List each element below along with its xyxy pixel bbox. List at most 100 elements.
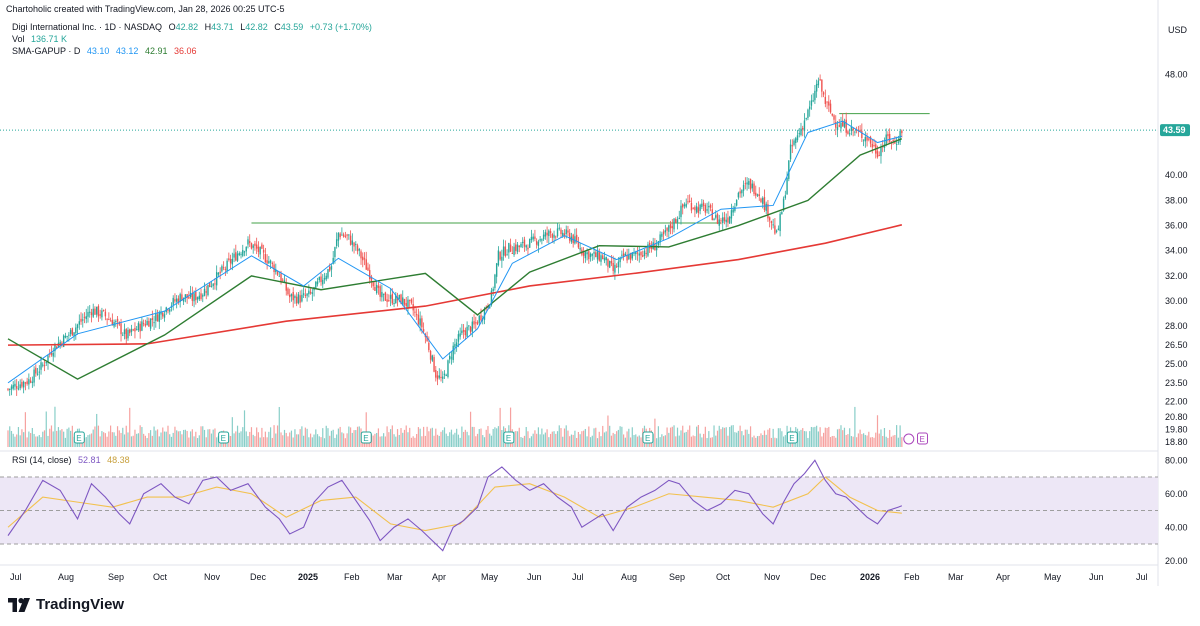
candle-body[interactable] xyxy=(242,250,244,256)
candle-body[interactable] xyxy=(516,244,519,252)
candle-body[interactable] xyxy=(850,126,853,132)
candle-body[interactable] xyxy=(770,221,773,224)
candle-body[interactable] xyxy=(534,236,536,239)
candle-body[interactable] xyxy=(344,235,347,237)
candle-body[interactable] xyxy=(391,293,394,304)
candle-body[interactable] xyxy=(137,323,140,331)
candle-body[interactable] xyxy=(353,242,355,247)
candle-body[interactable] xyxy=(784,195,787,199)
candle-body[interactable] xyxy=(268,261,270,264)
candle-body[interactable] xyxy=(678,217,680,220)
candle-body[interactable] xyxy=(697,207,700,213)
candle-body[interactable] xyxy=(718,219,720,226)
candle-body[interactable] xyxy=(469,326,472,333)
candle-body[interactable] xyxy=(396,297,399,301)
candle-body[interactable] xyxy=(480,315,482,321)
dividend-marker[interactable] xyxy=(903,433,915,445)
candle-body[interactable] xyxy=(584,251,587,259)
candle-body[interactable] xyxy=(49,353,51,355)
candle-body[interactable] xyxy=(577,241,580,248)
candle-body[interactable] xyxy=(772,224,774,226)
candle-body[interactable] xyxy=(233,253,235,258)
candle-body[interactable] xyxy=(483,308,486,320)
candle-body[interactable] xyxy=(744,183,747,185)
candle-body[interactable] xyxy=(259,246,261,255)
candle-body[interactable] xyxy=(789,144,792,160)
candle-body[interactable] xyxy=(205,291,207,293)
candle-body[interactable] xyxy=(699,204,701,211)
candle-body[interactable] xyxy=(360,251,362,259)
candle-body[interactable] xyxy=(287,288,289,295)
candle-body[interactable] xyxy=(520,243,522,248)
candle-body[interactable] xyxy=(713,218,715,221)
candle-body[interactable] xyxy=(415,314,418,316)
candle-body[interactable] xyxy=(760,198,762,202)
candle-body[interactable] xyxy=(690,203,693,211)
candle-body[interactable] xyxy=(398,295,400,299)
candle-body[interactable] xyxy=(848,133,851,135)
candle-body[interactable] xyxy=(529,239,531,248)
candle-body[interactable] xyxy=(888,133,891,142)
candle-body[interactable] xyxy=(381,291,383,298)
candle-body[interactable] xyxy=(551,234,554,238)
candle-body[interactable] xyxy=(285,282,287,291)
candle-body[interactable] xyxy=(278,275,280,277)
candle-body[interactable] xyxy=(565,229,567,234)
candle-body[interactable] xyxy=(739,191,741,194)
candle-body[interactable] xyxy=(655,245,658,251)
candle-body[interactable] xyxy=(812,100,814,102)
candle-body[interactable] xyxy=(388,299,390,301)
candle-body[interactable] xyxy=(455,342,458,347)
candle-body[interactable] xyxy=(169,309,171,312)
candle-body[interactable] xyxy=(758,194,760,197)
candle-body[interactable] xyxy=(257,246,260,252)
candle-body[interactable] xyxy=(608,260,611,268)
candle-body[interactable] xyxy=(87,311,89,317)
candle-body[interactable] xyxy=(304,294,307,296)
candle-body[interactable] xyxy=(179,294,181,303)
candle-body[interactable] xyxy=(727,217,729,223)
candle-body[interactable] xyxy=(828,101,830,106)
candle-body[interactable] xyxy=(749,178,752,190)
candle-body[interactable] xyxy=(447,360,449,377)
candle-body[interactable] xyxy=(659,234,661,243)
candle-body[interactable] xyxy=(215,272,218,286)
candle-body[interactable] xyxy=(716,214,719,224)
candle-body[interactable] xyxy=(807,109,809,118)
candle-body[interactable] xyxy=(715,215,717,218)
candle-body[interactable] xyxy=(38,371,41,373)
candle-body[interactable] xyxy=(384,292,387,301)
candle-body[interactable] xyxy=(80,318,82,322)
candle-body[interactable] xyxy=(295,296,298,304)
candle-body[interactable] xyxy=(588,251,590,260)
candle-body[interactable] xyxy=(574,236,576,244)
candle-body[interactable] xyxy=(645,252,647,254)
candle-body[interactable] xyxy=(339,233,341,238)
candle-body[interactable] xyxy=(737,192,740,198)
candle-body[interactable] xyxy=(283,280,286,283)
candle-body[interactable] xyxy=(369,270,371,279)
rsi-label[interactable]: RSI (14, close) xyxy=(12,455,72,465)
candle-body[interactable] xyxy=(36,373,39,375)
candle-body[interactable] xyxy=(379,286,381,297)
candle-body[interactable] xyxy=(668,225,670,232)
earnings-marker[interactable] xyxy=(503,431,515,444)
candle-body[interactable] xyxy=(335,239,338,246)
candle-body[interactable] xyxy=(76,324,79,328)
candle-body[interactable] xyxy=(835,122,837,128)
candle-body[interactable] xyxy=(393,302,395,304)
candle-body[interactable] xyxy=(29,380,32,383)
candle-body[interactable] xyxy=(52,353,54,357)
candle-body[interactable] xyxy=(106,318,108,320)
candle-body[interactable] xyxy=(92,308,94,317)
candle-body[interactable] xyxy=(160,311,162,315)
candle-body[interactable] xyxy=(725,219,727,223)
candle-body[interactable] xyxy=(195,291,197,301)
candle-body[interactable] xyxy=(442,376,444,379)
candle-body[interactable] xyxy=(269,260,272,263)
candle-body[interactable] xyxy=(158,312,160,322)
candle-body[interactable] xyxy=(264,253,267,263)
candle-body[interactable] xyxy=(59,341,61,346)
candle-body[interactable] xyxy=(602,255,604,260)
candle-body[interactable] xyxy=(162,312,164,317)
